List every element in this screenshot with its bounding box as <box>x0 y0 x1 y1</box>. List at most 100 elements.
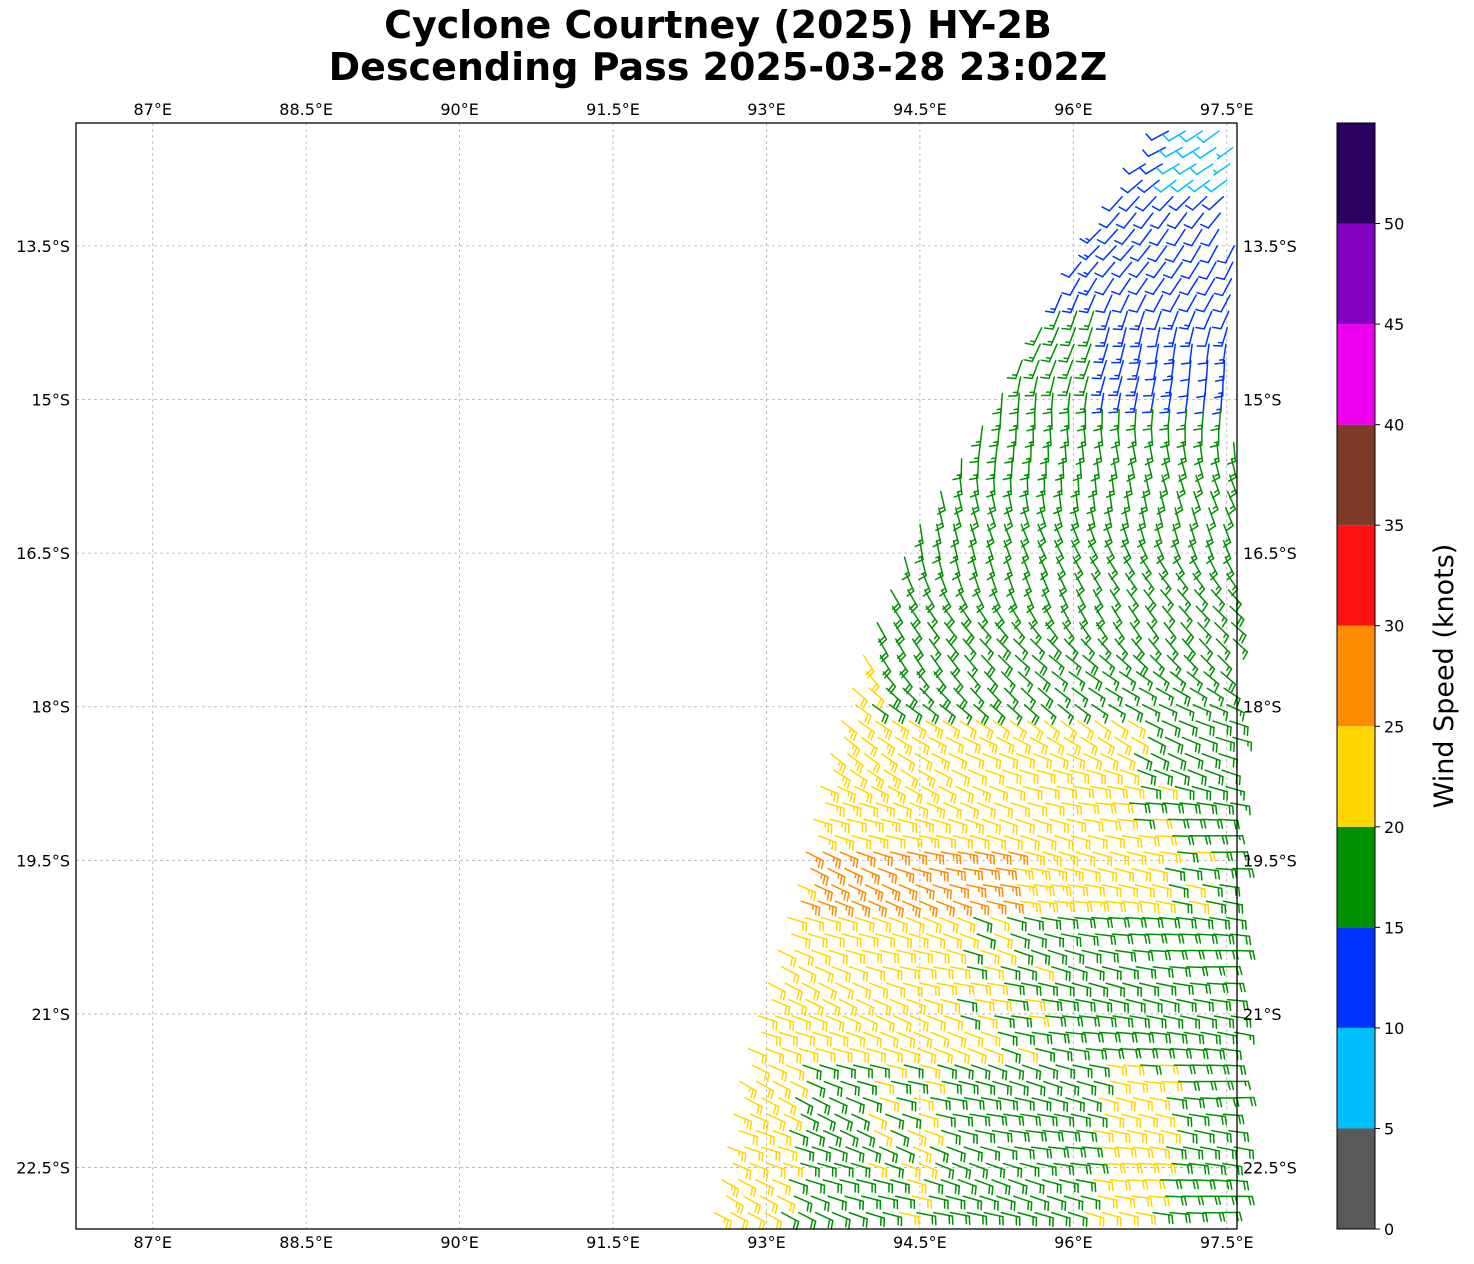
wind-barb <box>997 654 1013 677</box>
barb-staff <box>1119 245 1134 262</box>
wind-barb <box>1166 212 1188 230</box>
barb-half-feather <box>1140 522 1146 526</box>
barb-half-feather <box>1228 570 1233 575</box>
barb-feather <box>971 444 981 447</box>
barb-feather <box>1172 1048 1176 1059</box>
barb-half-feather <box>956 506 963 510</box>
barb-feather <box>979 1099 982 1110</box>
wind-barb <box>1020 687 1037 710</box>
barb-feather <box>966 777 971 788</box>
wind-barb <box>1066 753 1086 771</box>
barb-feather <box>1084 1050 1087 1061</box>
barb-feather <box>905 1005 909 1016</box>
barb-feather <box>1175 853 1178 864</box>
barb-feather <box>815 1122 820 1132</box>
barb-half-feather <box>923 683 928 689</box>
barb-feather <box>867 670 875 679</box>
wind-barb <box>1044 802 1065 817</box>
barb-half-feather <box>850 856 853 862</box>
wind-barb <box>1053 507 1063 532</box>
barb-feather <box>1082 886 1086 897</box>
barb-feather <box>1221 618 1228 628</box>
barb-half-feather <box>1244 1080 1247 1087</box>
wind-barb <box>911 736 930 756</box>
barb-feather <box>897 891 901 902</box>
wind-barb <box>768 1064 788 1082</box>
wind-barb <box>977 621 992 645</box>
barb-feather <box>825 954 828 965</box>
barb-feather <box>1089 902 1093 912</box>
wind-barb <box>1175 572 1189 596</box>
barb-staff <box>1192 195 1208 211</box>
barb-half-feather <box>1067 308 1073 311</box>
wind-barb <box>828 1146 848 1163</box>
barb-feather <box>829 891 833 902</box>
wind-barb <box>832 1048 853 1063</box>
barb-feather <box>994 954 997 965</box>
wind-barb <box>1217 818 1240 830</box>
barb-feather <box>1163 759 1167 770</box>
barb-staff <box>1108 195 1123 212</box>
barb-feather <box>1195 476 1204 483</box>
wind-barb <box>914 753 933 772</box>
barb-feather <box>1226 1132 1229 1143</box>
barb-feather <box>1053 525 1063 532</box>
barb-feather <box>1150 951 1154 962</box>
barb-feather <box>878 1153 882 1164</box>
wind-barb <box>1086 507 1096 532</box>
barb-feather <box>917 715 923 725</box>
wind-barb <box>1173 556 1185 581</box>
barb-feather <box>1248 950 1253 960</box>
barb-feather <box>1150 620 1158 629</box>
barb-feather <box>1181 1033 1185 1044</box>
barb-feather <box>1157 837 1160 847</box>
barb-feather <box>930 1053 934 1064</box>
barb-half-feather <box>1078 586 1084 591</box>
wind-barb <box>1003 900 1024 914</box>
wind-barb <box>774 1015 795 1032</box>
barb-feather <box>801 1071 805 1082</box>
barb-feather <box>1135 206 1144 212</box>
wind-barb <box>1110 441 1120 466</box>
wind-barb <box>897 818 918 834</box>
wind-barb <box>981 818 1002 835</box>
wind-barb <box>1037 900 1059 913</box>
wind-barb <box>1112 245 1134 262</box>
wind-barb <box>876 621 888 646</box>
barb-feather <box>970 793 974 804</box>
barb-feather <box>873 748 878 758</box>
wind-barb <box>1169 966 1192 978</box>
barb-feather <box>1160 933 1165 944</box>
wind-barb <box>965 884 987 898</box>
barb-feather <box>1181 950 1185 960</box>
wind-barb <box>1087 523 1097 548</box>
wind-barb <box>1017 671 1034 693</box>
wind-barb <box>783 1113 803 1132</box>
barb-feather <box>1207 525 1217 532</box>
barb-feather <box>1123 902 1127 913</box>
wind-barb <box>1181 736 1201 754</box>
barb-half-feather <box>1059 570 1065 575</box>
wind-barb <box>1026 720 1044 741</box>
wind-barb <box>912 949 933 964</box>
barb-feather <box>1140 903 1143 913</box>
barb-staff <box>1140 212 1154 229</box>
wind-barb <box>1170 1048 1192 1059</box>
wind-barb <box>1206 982 1229 994</box>
wind-barb <box>947 654 961 678</box>
barb-feather <box>948 634 956 643</box>
wind-barb <box>1087 835 1108 850</box>
wind-barb <box>847 753 864 774</box>
barb-feather <box>796 1052 799 1063</box>
barb-feather <box>914 651 922 660</box>
wind-barb <box>1226 572 1239 597</box>
barb-feather <box>1239 1050 1242 1061</box>
barb-half-feather <box>1124 506 1130 510</box>
wind-barb <box>844 867 863 886</box>
wind-barb <box>1117 753 1136 772</box>
wind-barb <box>929 949 950 965</box>
barb-feather <box>1226 1065 1230 1075</box>
wind-barb <box>1109 1129 1131 1144</box>
barb-half-feather <box>1132 602 1137 607</box>
barb-feather <box>889 807 892 817</box>
